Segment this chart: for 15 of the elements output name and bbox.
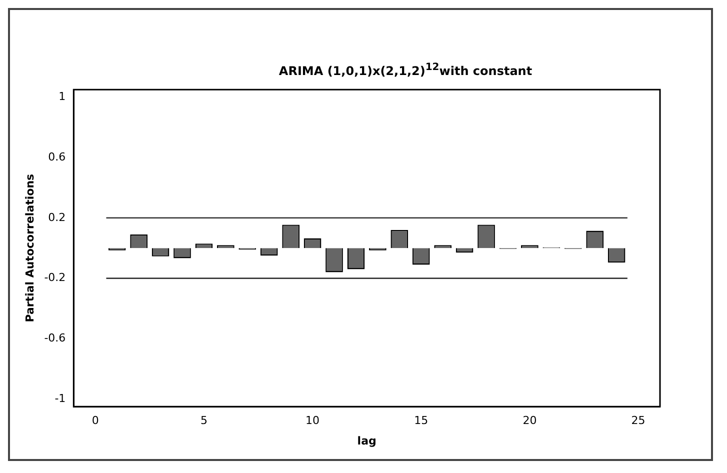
x-tick-label: 20 [522, 414, 537, 428]
y-tick-label: -1 [54, 392, 66, 405]
x-tick-label: 10 [306, 414, 320, 428]
x-tick-label: 5 [200, 414, 208, 428]
y-tick-label: 1 [58, 90, 66, 104]
y-tick-label: -0.2 [44, 271, 66, 284]
x-tick-label: 25 [631, 414, 646, 428]
x-axis-title: lag [357, 434, 376, 448]
x-tick-label: 0 [92, 414, 99, 428]
y-tick-label: 0.6 [48, 150, 66, 164]
x-tick-label: 15 [414, 414, 428, 428]
y-axis-title: Partial Autocorrelations [23, 173, 36, 322]
y-tick-label: -0.6 [44, 332, 66, 345]
chart-title: ARIMA (1,0,1)x(2,1,2)$^{12}$with constant [278, 62, 534, 78]
y-tick-label: 0.2 [48, 210, 66, 224]
